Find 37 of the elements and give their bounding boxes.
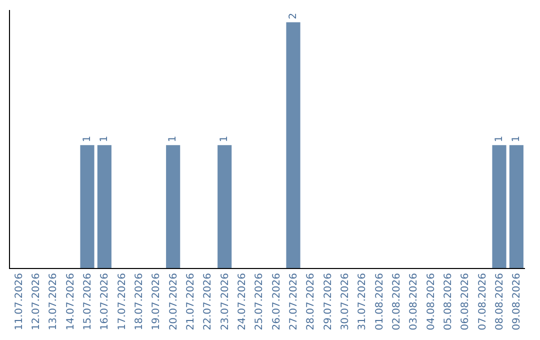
x-tick-label: 25.07.2026 — [254, 273, 266, 330]
x-tick-label: 05.08.2026 — [443, 273, 454, 330]
data-label: 1 — [98, 136, 110, 142]
x-tick-label: 29.07.2026 — [322, 273, 334, 330]
data-label: 1 — [494, 136, 505, 142]
x-tick-label: 07.08.2026 — [477, 273, 488, 330]
x-tick-label: 28.07.2026 — [306, 273, 317, 330]
x-tick-label: 14.07.2026 — [65, 273, 76, 330]
x-tick-label: 31.07.2026 — [357, 273, 368, 330]
data-label: 1 — [219, 136, 230, 142]
x-tick-label: 21.07.2026 — [186, 273, 196, 330]
x-tick-label: 09.08.2026 — [512, 273, 523, 330]
x-tick-label: 16.07.2026 — [100, 273, 111, 330]
x-tick-label: 12.07.2026 — [31, 273, 42, 330]
data-label: 1 — [82, 136, 93, 142]
x-tick-label: 11.07.2026 — [14, 273, 25, 330]
x-tick-label: 02.08.2026 — [392, 273, 402, 330]
x-tick-label: 23.07.2026 — [220, 273, 231, 330]
x-tick-label: 08.08.2026 — [494, 273, 506, 330]
data-label: 1 — [510, 136, 522, 142]
x-tick-label: 03.08.2026 — [408, 273, 420, 330]
x-tick-label: 06.08.2026 — [460, 273, 472, 330]
x-tick-label: 24.07.2026 — [237, 273, 248, 330]
x-tick-label: 13.07.2026 — [48, 273, 60, 330]
x-tick-label: 18.07.2026 — [134, 273, 145, 330]
x-tick-label: 01.08.2026 — [374, 273, 386, 330]
x-tick-label: 20.07.2026 — [168, 273, 180, 330]
data-label: 2 — [288, 12, 299, 20]
x-tick-label: 30.07.2026 — [340, 273, 351, 330]
x-tick-label: 22.07.2026 — [202, 273, 214, 330]
x-tick-label: 17.07.2026 — [116, 273, 128, 330]
x-tick-label: 19.07.2026 — [151, 273, 162, 330]
x-tick-label: 15.07.2026 — [82, 273, 94, 330]
x-tick-label: 04.08.2026 — [426, 273, 437, 330]
data-label: 1 — [168, 136, 179, 142]
x-tick-label: 27.07.2026 — [288, 273, 300, 330]
x-tick-label: 26.07.2026 — [271, 273, 282, 330]
